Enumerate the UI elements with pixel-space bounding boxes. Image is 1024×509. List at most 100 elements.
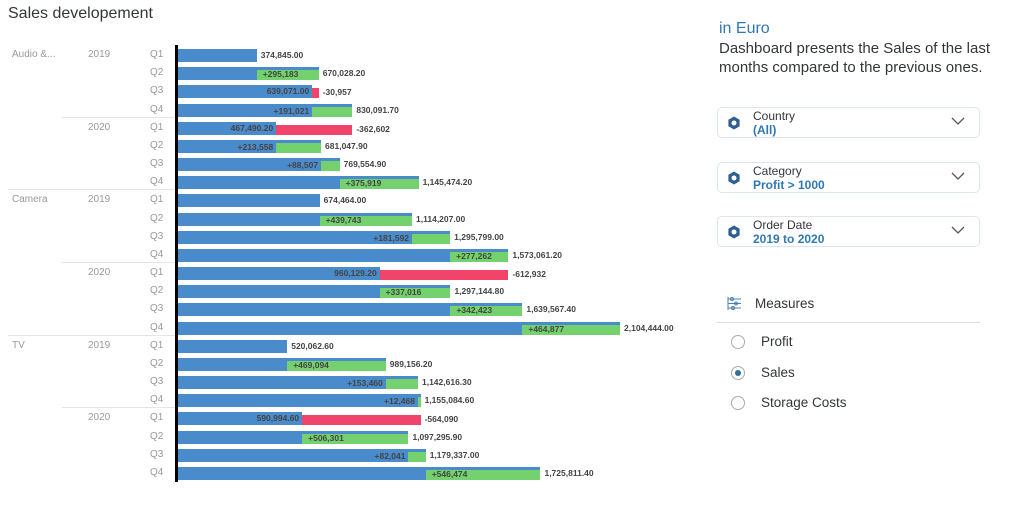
delta-label: +191,021 <box>273 105 310 116</box>
value-label: 1,573,061.20 <box>512 249 563 260</box>
group-separator <box>8 189 175 191</box>
bar-decrease <box>276 124 353 135</box>
delta-label: +82,041 <box>374 450 406 461</box>
filter-order-date[interactable]: Order Date 2019 to 2020 <box>717 216 980 247</box>
bar-increase <box>339 179 419 190</box>
bar-increase <box>417 397 421 408</box>
year-label: 2020 <box>88 412 111 424</box>
category-label: Audio &... <box>12 49 56 60</box>
bar-increase <box>385 379 418 390</box>
bar-value <box>178 321 620 335</box>
bar-increase <box>312 106 353 117</box>
year-label: 2019 <box>88 49 111 60</box>
group-separator <box>62 116 175 118</box>
delta-label: +342,423 <box>456 305 493 316</box>
quarter-label: Q3 <box>150 85 164 97</box>
filter-hexagon-icon <box>728 171 740 185</box>
radio-circle[interactable] <box>731 335 745 349</box>
quarter-label: Q2 <box>150 212 164 224</box>
bar-value <box>178 85 313 99</box>
quarter-label: Q2 <box>150 357 164 369</box>
quarter-label: Q2 <box>150 285 164 297</box>
sales-waterfall-chart: Audio &... 2019 Q1 374,845.00 Q2 +295,183 670,… <box>8 45 674 482</box>
delta-label: +88,507 <box>287 160 319 171</box>
bar-increase <box>425 469 541 480</box>
delta-label: +375,919 <box>345 178 382 189</box>
filter-hexagon-icon <box>728 116 740 130</box>
value-label: 2,104,444.00 <box>624 322 674 333</box>
delta-label: +12,468 <box>384 396 415 407</box>
year-label: 2020 <box>88 121 111 133</box>
quarter-label: Q3 <box>150 303 164 315</box>
value-label: 1,114,207.00 <box>416 213 466 224</box>
quarter-label: Q4 <box>150 466 164 478</box>
bar-value <box>178 376 418 390</box>
value-label: 989,156.20 <box>389 358 433 369</box>
bar-increase <box>287 360 386 371</box>
radio-label: Storage Costs <box>761 395 847 410</box>
measures-icon <box>727 297 741 310</box>
radio-circle[interactable] <box>731 396 745 410</box>
delta-label: +181,592 <box>373 232 410 243</box>
bar-value <box>178 339 288 353</box>
quarter-label: Q1 <box>150 412 164 424</box>
bar-value <box>178 448 426 462</box>
filter-category[interactable]: Category Profit > 1000 <box>717 162 980 193</box>
delta-label: +546,474 <box>431 468 468 479</box>
quarter-label: Q1 <box>150 194 164 206</box>
bar-increase <box>276 142 322 153</box>
value-label: 1,295,799.00 <box>454 231 504 242</box>
chevron-down-icon[interactable] <box>951 223 965 237</box>
bar-increase <box>412 233 451 244</box>
radio-circle-selected[interactable] <box>731 366 745 380</box>
bar-value <box>178 230 451 244</box>
quarter-label: Q3 <box>150 376 164 388</box>
quarter-label: Q2 <box>150 139 164 151</box>
delta-label: -30,957 <box>322 87 352 98</box>
quarter-label: Q4 <box>150 103 164 115</box>
quarter-label: Q4 <box>150 176 164 188</box>
delta-label: +506,301 <box>308 432 344 443</box>
bar-increase <box>450 306 523 317</box>
value-label: 1,179,337.00 <box>429 449 480 460</box>
bar-decrease <box>379 270 509 281</box>
value-label: 520,062.60 <box>291 340 334 351</box>
delta-label: +337,016 <box>385 287 422 298</box>
filter-country[interactable]: Country (All) <box>717 107 980 138</box>
quarter-label: Q4 <box>150 321 164 333</box>
bar-value <box>178 158 340 172</box>
bar-value <box>178 103 353 117</box>
bar-increase <box>379 288 451 299</box>
value-label: 674,464.00 <box>323 195 367 206</box>
value-label: 1,145,474.20 <box>422 177 473 188</box>
value-label: 639,071.00 <box>266 86 310 97</box>
category-label: TV <box>12 339 25 351</box>
value-label: 1,097,295.90 <box>412 431 463 442</box>
info-panel: in Euro Dashboard presents the Sales of … <box>719 20 1009 77</box>
value-label: 830,091.70 <box>356 104 399 115</box>
group-separator <box>8 334 175 336</box>
bar-increase <box>321 161 340 172</box>
filter-label: Country <box>753 109 796 123</box>
filter-value: 2019 to 2020 <box>753 232 825 246</box>
quarter-label: Q4 <box>150 394 164 406</box>
quarter-label: Q3 <box>150 158 164 170</box>
chevron-down-icon[interactable] <box>951 114 965 128</box>
filter-label: Order Date <box>753 218 813 232</box>
bar-value <box>178 412 303 426</box>
chevron-down-icon[interactable] <box>951 169 965 183</box>
delta-label: +213,558 <box>237 141 274 152</box>
bar-increase <box>256 70 319 81</box>
delta-label: -362,602 <box>356 123 390 134</box>
measures-title: Measures <box>755 296 815 311</box>
group-separator <box>62 407 175 409</box>
value-label: 1,297,144.80 <box>454 286 505 297</box>
quarter-label: Q2 <box>150 430 164 442</box>
bar-value <box>178 394 421 408</box>
delta-label: -564,090 <box>424 414 459 425</box>
group-separator <box>62 262 175 264</box>
category-label: Camera <box>12 194 48 206</box>
filter-value: (All) <box>753 123 777 137</box>
year-label: 2019 <box>88 339 111 351</box>
value-label: 467,490.20 <box>230 122 274 133</box>
